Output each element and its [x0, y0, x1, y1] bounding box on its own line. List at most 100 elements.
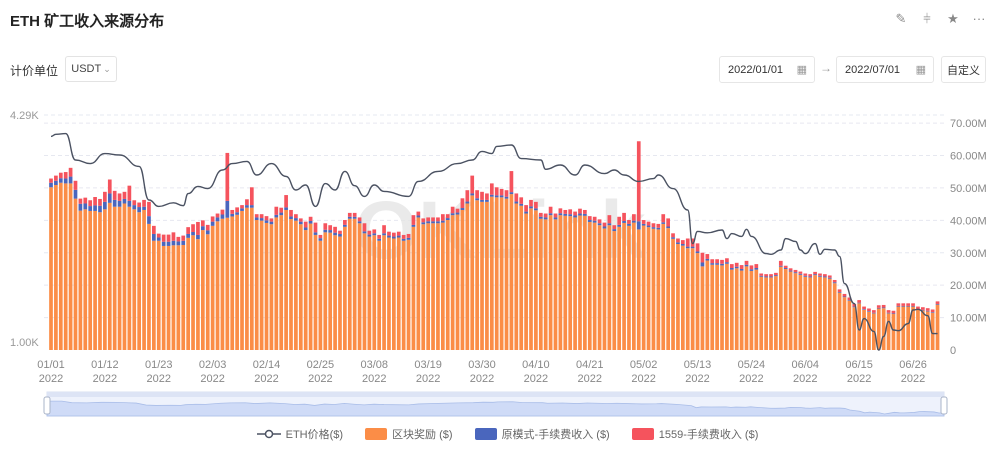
bar-1559-fee	[759, 273, 764, 276]
bar-legacy-fee	[509, 192, 514, 195]
bar-1559-fee	[935, 301, 940, 304]
bar-legacy-fee	[73, 189, 78, 199]
bar-1559-fee	[161, 234, 166, 242]
start-date-value: 2022/01/01	[728, 63, 784, 76]
bar-1559-fee	[54, 175, 58, 181]
star-icon[interactable]: ★	[947, 11, 959, 26]
bar-block-reward	[93, 210, 97, 350]
bar-1559-fee	[220, 209, 225, 215]
x-axis-tick-year: 2022	[254, 373, 278, 385]
line-circle-icon	[256, 429, 281, 439]
bar-block-reward	[725, 263, 729, 350]
unit-select[interactable]: USDT ⌄	[65, 56, 117, 82]
bar-1559-fee	[857, 300, 862, 303]
bar-legacy-fee	[63, 178, 68, 184]
legend-item-1559-fee[interactable]: 1559-手续费收入 ($)	[631, 426, 758, 442]
bar-legacy-fee	[798, 273, 803, 275]
bar-legacy-fee	[372, 233, 377, 236]
bar-1559-fee	[347, 212, 352, 217]
bar-1559-fee	[200, 220, 205, 227]
x-axis-tick-year: 2022	[901, 373, 925, 385]
bar-legacy-fee	[485, 199, 489, 202]
bar-block-reward	[254, 220, 259, 350]
bar-legacy-fee	[543, 217, 548, 220]
right-axis-tick-label: 0	[950, 345, 956, 357]
bar-legacy-fee	[98, 205, 102, 213]
bar-block-reward	[578, 215, 582, 350]
bar-block-reward	[289, 219, 293, 350]
edit-icon[interactable]: ✎	[895, 11, 907, 26]
x-axis-tick-label: 03/30	[468, 359, 496, 371]
bar-legacy-fee	[470, 193, 475, 196]
bar-1559-fee	[191, 224, 195, 233]
bar-block-reward	[181, 244, 186, 350]
bar-block-reward	[362, 233, 367, 350]
start-date-input[interactable]: 2022/01/01 ▦	[719, 56, 815, 83]
bar-1559-fee	[406, 233, 411, 238]
bar-1559-fee	[558, 208, 563, 214]
x-axis-tick-year: 2022	[200, 373, 224, 385]
bar-legacy-fee	[685, 246, 690, 249]
bar-block-reward	[161, 245, 166, 350]
bar-legacy-fee	[553, 217, 558, 220]
bar-block-reward	[793, 273, 798, 350]
bar-legacy-fee	[597, 223, 602, 226]
x-axis-tick-year: 2022	[739, 373, 763, 385]
bar-legacy-fee	[568, 214, 573, 217]
bar-1559-fee	[930, 309, 935, 313]
bar-block-reward	[607, 225, 612, 350]
bar-block-reward	[264, 222, 269, 350]
bar-legacy-fee	[876, 307, 881, 309]
bar-legacy-fee	[240, 208, 244, 211]
bar-block-reward	[323, 232, 328, 350]
bar-legacy-fee	[318, 238, 323, 241]
custom-range-button[interactable]: 自定义	[941, 56, 986, 83]
slider-handle-left[interactable]	[43, 396, 51, 415]
bar-legacy-fee	[367, 234, 372, 237]
x-axis-tick-label: 01/23	[145, 359, 173, 371]
bar-block-reward	[700, 266, 705, 350]
end-date-input[interactable]: 2022/07/01 ▦	[836, 56, 934, 83]
red-swatch-icon	[631, 428, 654, 440]
unit-value: USDT	[71, 63, 102, 75]
bar-block-reward	[597, 225, 602, 350]
bar-1559-fee	[734, 262, 739, 267]
calendar-icon: ▦	[915, 64, 926, 76]
bar-block-reward	[896, 306, 901, 350]
bar-block-reward	[112, 206, 117, 350]
bar-legacy-fee	[249, 205, 254, 208]
bar-1559-fee	[230, 209, 235, 214]
more-icon[interactable]: ···	[972, 11, 986, 26]
bar-1559-fee	[112, 190, 117, 200]
legend-item-block-reward[interactable]: 区块奖励 ($)	[365, 426, 453, 442]
slider-handle-right[interactable]	[940, 396, 948, 415]
legend-item-eth-price[interactable]: ETH价格($)	[256, 426, 343, 442]
bar-block-reward	[387, 237, 391, 350]
bar-1559-fee	[489, 183, 494, 195]
x-axis-tick-label: 05/13	[684, 359, 712, 371]
compare-icon[interactable]: ⫩	[923, 11, 931, 26]
bar-1559-fee	[362, 223, 367, 232]
bar-1559-fee	[710, 259, 715, 264]
bar-1559-fee	[480, 191, 484, 200]
bar-legacy-fee	[823, 276, 827, 278]
bar-block-reward	[274, 217, 279, 350]
bar-1559-fee	[901, 303, 906, 306]
bar-block-reward	[651, 228, 656, 350]
bar-block-reward	[867, 311, 871, 350]
bar-1559-fee	[440, 214, 445, 221]
x-axis-tick-label: 02/03	[199, 359, 227, 371]
bar-block-reward	[440, 222, 445, 350]
bar-block-reward	[426, 223, 430, 350]
bar-block-reward	[695, 253, 700, 350]
bar-block-reward	[210, 225, 215, 350]
bar-block-reward	[627, 225, 631, 350]
bar-1559-fee	[793, 269, 798, 273]
bar-block-reward	[83, 209, 88, 350]
bar-legacy-fee	[617, 224, 622, 227]
bar-block-reward	[587, 221, 592, 350]
bar-1559-fee	[132, 200, 137, 206]
bar-legacy-fee	[872, 312, 876, 314]
bar-block-reward	[269, 224, 274, 350]
legend-item-legacy-fee[interactable]: 原模式-手续费收入 ($)	[474, 426, 610, 442]
